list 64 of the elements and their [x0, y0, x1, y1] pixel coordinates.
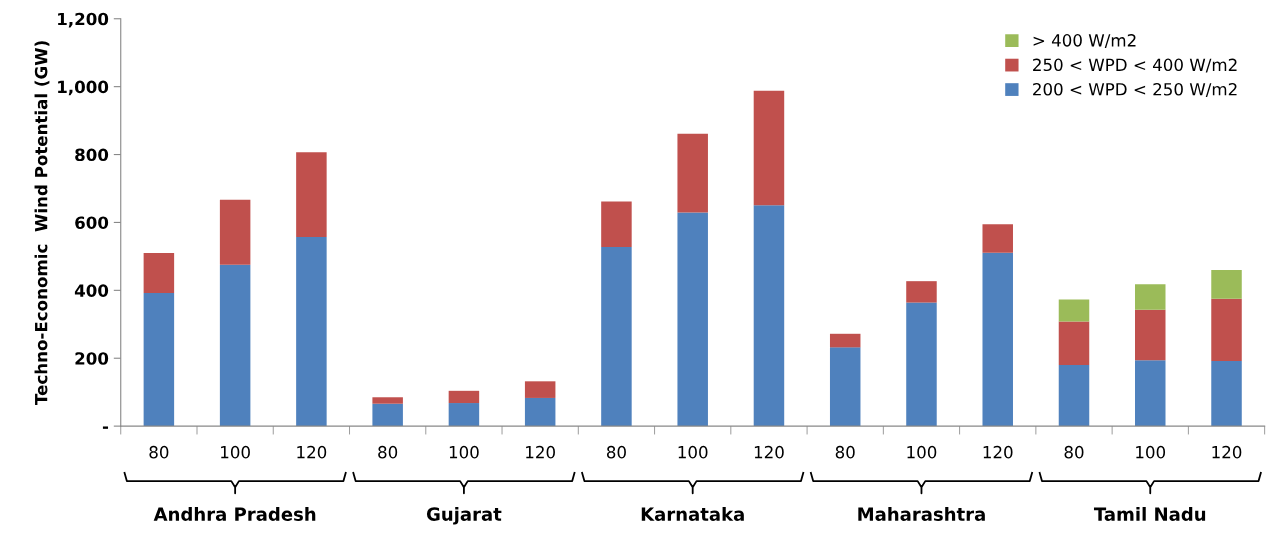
bar [1058, 365, 1090, 427]
bar [296, 237, 327, 427]
bar [1135, 360, 1166, 427]
bar [906, 302, 937, 427]
bar [601, 201, 632, 247]
bar [448, 403, 480, 427]
y-tick-label: 200 [75, 352, 109, 365]
x-tick-label: 100 [221, 445, 250, 459]
bar [1211, 269, 1242, 299]
text: Tamil Nadu [1093, 507, 1206, 521]
text: Gujarat [426, 506, 502, 525]
bar [1058, 321, 1090, 366]
legend-label: > 400 W/m2 [1033, 34, 1136, 48]
bar [829, 347, 861, 427]
bar [829, 333, 861, 348]
bar [906, 281, 937, 303]
bar [982, 224, 1013, 253]
x-tick-label: 100 [1136, 445, 1166, 459]
x-tick-label: 120 [297, 445, 327, 459]
bar [1211, 298, 1242, 361]
bar [143, 252, 175, 294]
y-tick-label: 1,000 [58, 80, 109, 96]
bar [677, 212, 708, 427]
bar [143, 293, 175, 427]
bar [753, 205, 785, 427]
x-tick-label: 80 [1064, 445, 1084, 459]
bar [219, 199, 251, 265]
bar [982, 252, 1013, 427]
x-tick-label: 80 [378, 445, 398, 459]
x-tick-label: 100 [907, 445, 937, 459]
bar [601, 246, 632, 427]
x-tick-label: 80 [149, 445, 169, 459]
x-tick-label: 80 [606, 445, 626, 459]
bar [524, 381, 556, 398]
text: Karnataka [641, 507, 744, 521]
bar [753, 90, 785, 206]
x-tick-label: 100 [449, 445, 479, 459]
y-tick-label: 600 [75, 216, 109, 230]
bar [524, 397, 556, 427]
y-tick-label: - [102, 426, 109, 429]
bar [1135, 309, 1166, 361]
bar [372, 403, 403, 427]
bar [1211, 360, 1242, 427]
y-axis-title: Techno-Economic Wind Potential (GW) [34, 41, 50, 405]
bar [677, 133, 708, 213]
text: Maharashtra [858, 507, 985, 521]
bar [219, 264, 251, 427]
x-tick-label: 120 [1212, 445, 1242, 459]
x-tick-label: 120 [754, 445, 784, 459]
x-tick-label: 80 [835, 445, 855, 459]
bar [1135, 284, 1166, 310]
x-tick-label: 100 [678, 445, 708, 459]
y-tick-label: 400 [74, 284, 109, 297]
bar [1058, 299, 1090, 322]
x-tick-label: 120 [983, 445, 1013, 459]
bar [448, 390, 480, 404]
legend-label: 200 < WPD < 250 W/m2 [1033, 82, 1237, 97]
x-tick-label: 120 [526, 445, 555, 459]
text: Andhra Pradesh [153, 507, 316, 521]
legend-label: 250 < WPD < 400 W/m2 [1033, 58, 1237, 73]
bar [372, 397, 403, 404]
bar [296, 152, 327, 238]
y-tick-label: 800 [75, 148, 109, 162]
y-tick-label: 1,200 [58, 12, 109, 28]
